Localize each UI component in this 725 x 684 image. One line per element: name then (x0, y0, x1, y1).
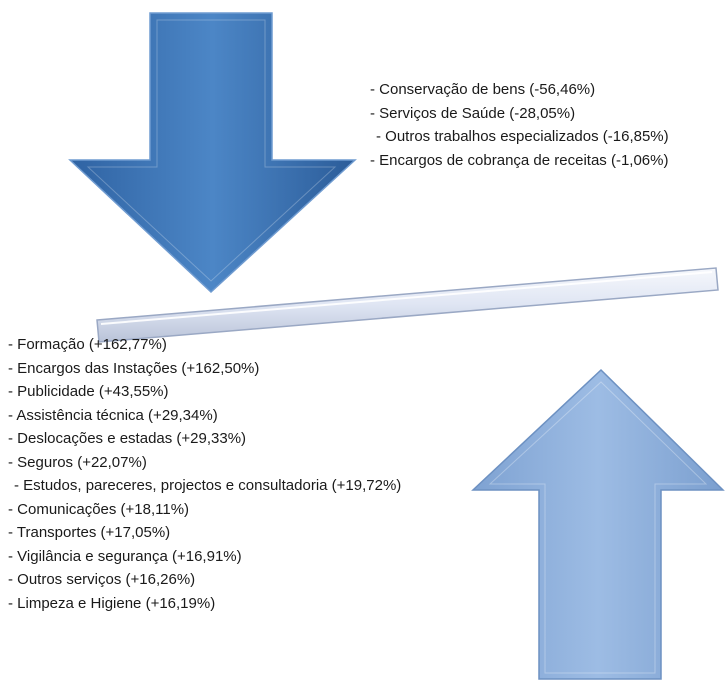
decreases-list: - Conservação de bens (-56,46%) - Serviç… (370, 78, 669, 172)
increases-list: - Formação (+162,77%) - Encargos das Ins… (8, 333, 401, 615)
list-item: - Serviços de Saúde (-28,05%) (370, 104, 576, 122)
list-item: - Deslocações e estadas (+29,33%) (8, 430, 247, 447)
list-item: - Seguros (+22,07%) (8, 453, 147, 471)
list-item: - Encargos de cobrança de receitas (-1,0… (370, 151, 669, 169)
list-item: - Outros serviços (+16,26%) (8, 571, 196, 588)
arrow-down-icon (68, 12, 357, 294)
list-item: - Limpeza e Higiene (+16,19%) (8, 594, 216, 612)
list-item: - Outros trabalhos especializados (-16,8… (376, 128, 669, 145)
list-item: - Transportes (+17,05%) (8, 524, 171, 541)
list-item: - Publicidade (+43,55%) (8, 383, 169, 400)
list-item: - Assistência técnica (+29,34%) (8, 406, 218, 424)
list-item: - Encargos das Instações (+162,50%) (8, 359, 260, 377)
list-item: - Comunicações (+18,11%) (8, 500, 190, 518)
balance-bar (96, 267, 719, 343)
list-item: - Formação (+162,77%) (8, 336, 167, 353)
list-item: - Estudos, pareceres, projectos e consul… (14, 477, 402, 494)
arrow-up-icon (471, 368, 725, 680)
list-item: - Vigilância e segurança (+16,91%) (8, 547, 242, 565)
list-item: - Conservação de bens (-56,46%) (370, 81, 596, 98)
